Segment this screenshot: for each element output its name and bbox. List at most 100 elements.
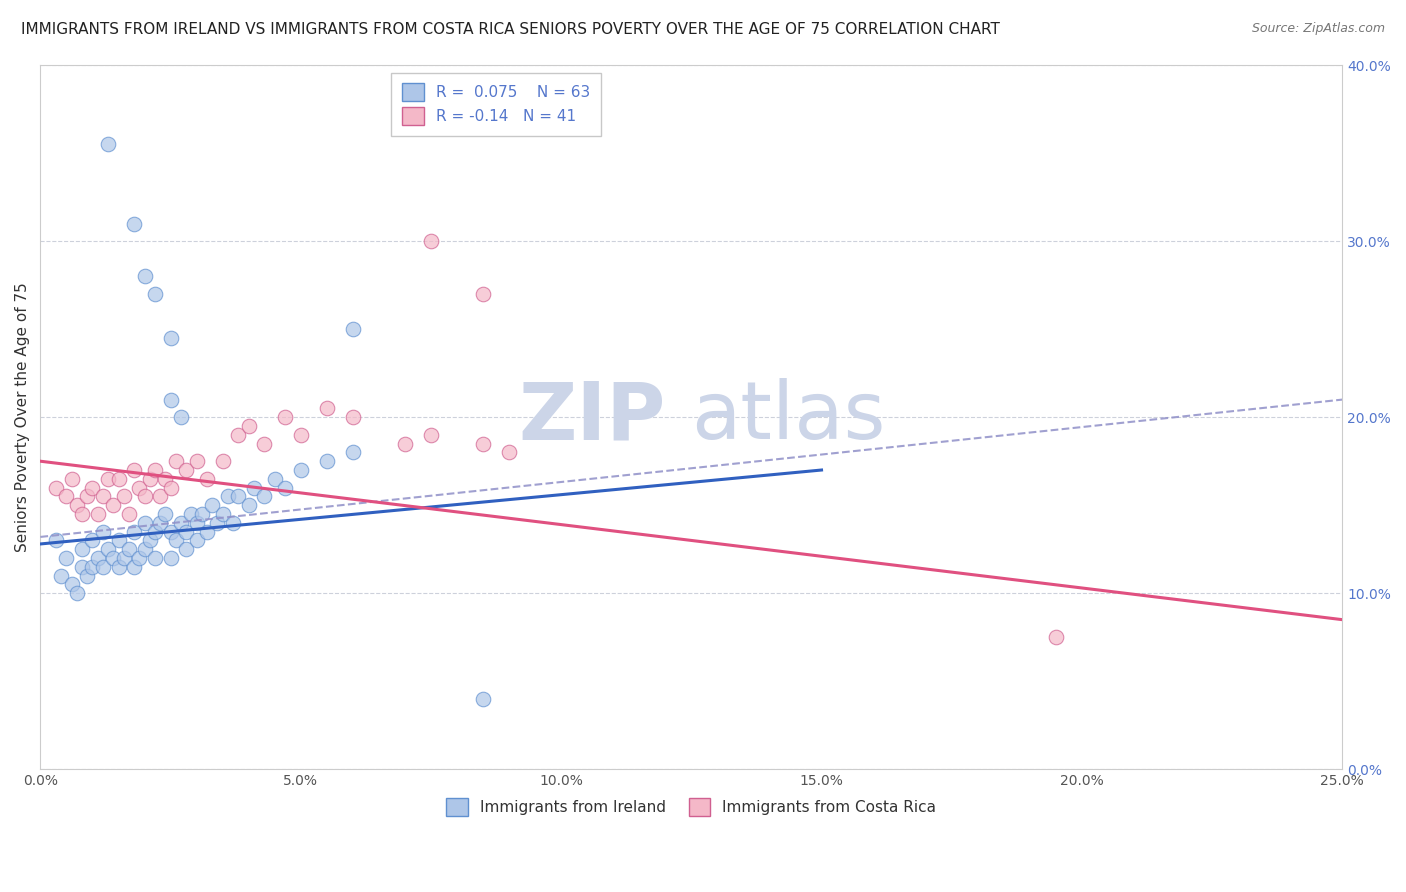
Point <box>139 472 162 486</box>
Point <box>159 392 181 407</box>
Y-axis label: Seniors Poverty Over the Age of 75: Seniors Poverty Over the Age of 75 <box>15 283 30 552</box>
Point <box>394 436 416 450</box>
Point <box>186 516 208 530</box>
Point <box>165 533 187 548</box>
Point <box>122 463 145 477</box>
Point <box>180 507 202 521</box>
Point <box>342 445 364 459</box>
Point <box>201 498 224 512</box>
Point <box>118 542 141 557</box>
Point <box>122 217 145 231</box>
Point <box>170 516 193 530</box>
Point <box>420 234 443 248</box>
Point <box>274 481 297 495</box>
Point <box>226 427 249 442</box>
Point <box>51 568 73 582</box>
Point <box>263 472 285 486</box>
Point <box>159 481 181 495</box>
Point <box>97 542 120 557</box>
Point <box>91 559 114 574</box>
Point <box>128 551 150 566</box>
Point <box>70 542 93 557</box>
Point <box>82 481 104 495</box>
Point <box>207 516 229 530</box>
Point <box>315 401 337 416</box>
Point <box>191 507 214 521</box>
Point <box>149 516 172 530</box>
Point <box>70 507 93 521</box>
Point <box>253 436 276 450</box>
Point <box>107 472 129 486</box>
Point <box>107 559 129 574</box>
Point <box>97 472 120 486</box>
Point <box>186 533 208 548</box>
Point <box>222 516 245 530</box>
Point <box>55 490 77 504</box>
Point <box>122 524 145 539</box>
Point <box>134 516 156 530</box>
Point <box>70 559 93 574</box>
Point <box>86 551 108 566</box>
Point <box>472 287 495 301</box>
Point <box>66 498 89 512</box>
Point <box>76 568 98 582</box>
Point <box>159 551 181 566</box>
Point <box>143 287 166 301</box>
Point <box>186 454 208 468</box>
Point <box>143 463 166 477</box>
Point <box>134 269 156 284</box>
Point <box>155 472 177 486</box>
Point <box>103 551 125 566</box>
Point <box>342 322 364 336</box>
Point <box>159 524 181 539</box>
Point <box>112 551 135 566</box>
Point <box>97 137 120 152</box>
Point <box>253 490 276 504</box>
Legend: Immigrants from Ireland, Immigrants from Costa Rica: Immigrants from Ireland, Immigrants from… <box>437 789 946 825</box>
Point <box>128 481 150 495</box>
Point <box>91 490 114 504</box>
Point <box>472 436 495 450</box>
Point <box>134 542 156 557</box>
Point <box>134 490 156 504</box>
Text: ZIP: ZIP <box>517 378 665 456</box>
Point <box>174 463 197 477</box>
Point <box>1045 630 1067 644</box>
Text: IMMIGRANTS FROM IRELAND VS IMMIGRANTS FROM COSTA RICA SENIORS POVERTY OVER THE A: IMMIGRANTS FROM IRELAND VS IMMIGRANTS FR… <box>21 22 1000 37</box>
Point <box>82 559 104 574</box>
Point <box>243 481 266 495</box>
Point <box>60 577 83 591</box>
Point <box>217 490 239 504</box>
Text: atlas: atlas <box>692 378 886 456</box>
Point <box>45 481 67 495</box>
Point <box>498 445 520 459</box>
Point <box>238 498 260 512</box>
Point <box>60 472 83 486</box>
Point <box>420 427 443 442</box>
Point <box>238 419 260 434</box>
Point <box>195 472 218 486</box>
Point <box>174 524 197 539</box>
Point <box>290 463 312 477</box>
Point <box>82 533 104 548</box>
Point <box>315 454 337 468</box>
Point <box>76 490 98 504</box>
Point <box>159 331 181 345</box>
Point <box>139 533 162 548</box>
Point <box>143 524 166 539</box>
Point <box>107 533 129 548</box>
Point <box>66 586 89 600</box>
Point <box>45 533 67 548</box>
Point <box>155 507 177 521</box>
Point <box>174 542 197 557</box>
Point <box>195 524 218 539</box>
Point <box>55 551 77 566</box>
Point <box>122 559 145 574</box>
Point <box>342 410 364 425</box>
Point <box>86 507 108 521</box>
Point <box>112 490 135 504</box>
Point <box>472 692 495 706</box>
Point <box>211 507 233 521</box>
Point <box>170 410 193 425</box>
Point <box>149 490 172 504</box>
